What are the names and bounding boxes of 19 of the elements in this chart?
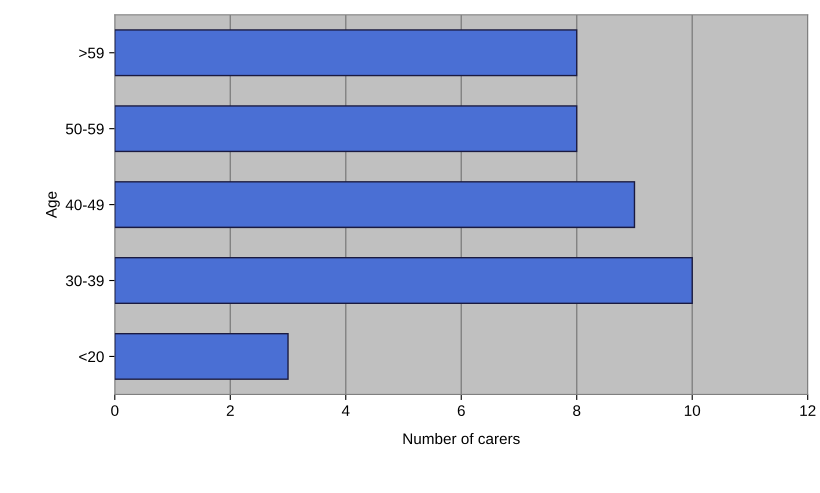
- y-tick-label: >59: [79, 48, 104, 58]
- y-tick-label: <20: [79, 351, 104, 362]
- y-tick-label: 30-39: [66, 275, 104, 286]
- x-axis-title: Number of carers: [404, 432, 520, 444]
- x-tick-label: 6: [458, 405, 465, 416]
- y-tick-label: 40-49: [66, 199, 104, 210]
- x-tick-label: 8: [573, 405, 580, 416]
- x-tick-label: 10: [684, 405, 700, 416]
- x-tick-label: 12: [800, 405, 816, 416]
- y-axis-title: Age: [46, 192, 60, 218]
- bar: [114, 29, 578, 76]
- bar: [114, 181, 636, 228]
- y-tick-label: 50-59: [66, 124, 104, 134]
- x-tick-label: 2: [226, 405, 234, 416]
- bar: [114, 332, 289, 380]
- bar: [114, 105, 578, 152]
- x-tick-label: 0: [111, 405, 118, 416]
- bar: [114, 257, 693, 304]
- x-tick-label: 4: [342, 405, 350, 416]
